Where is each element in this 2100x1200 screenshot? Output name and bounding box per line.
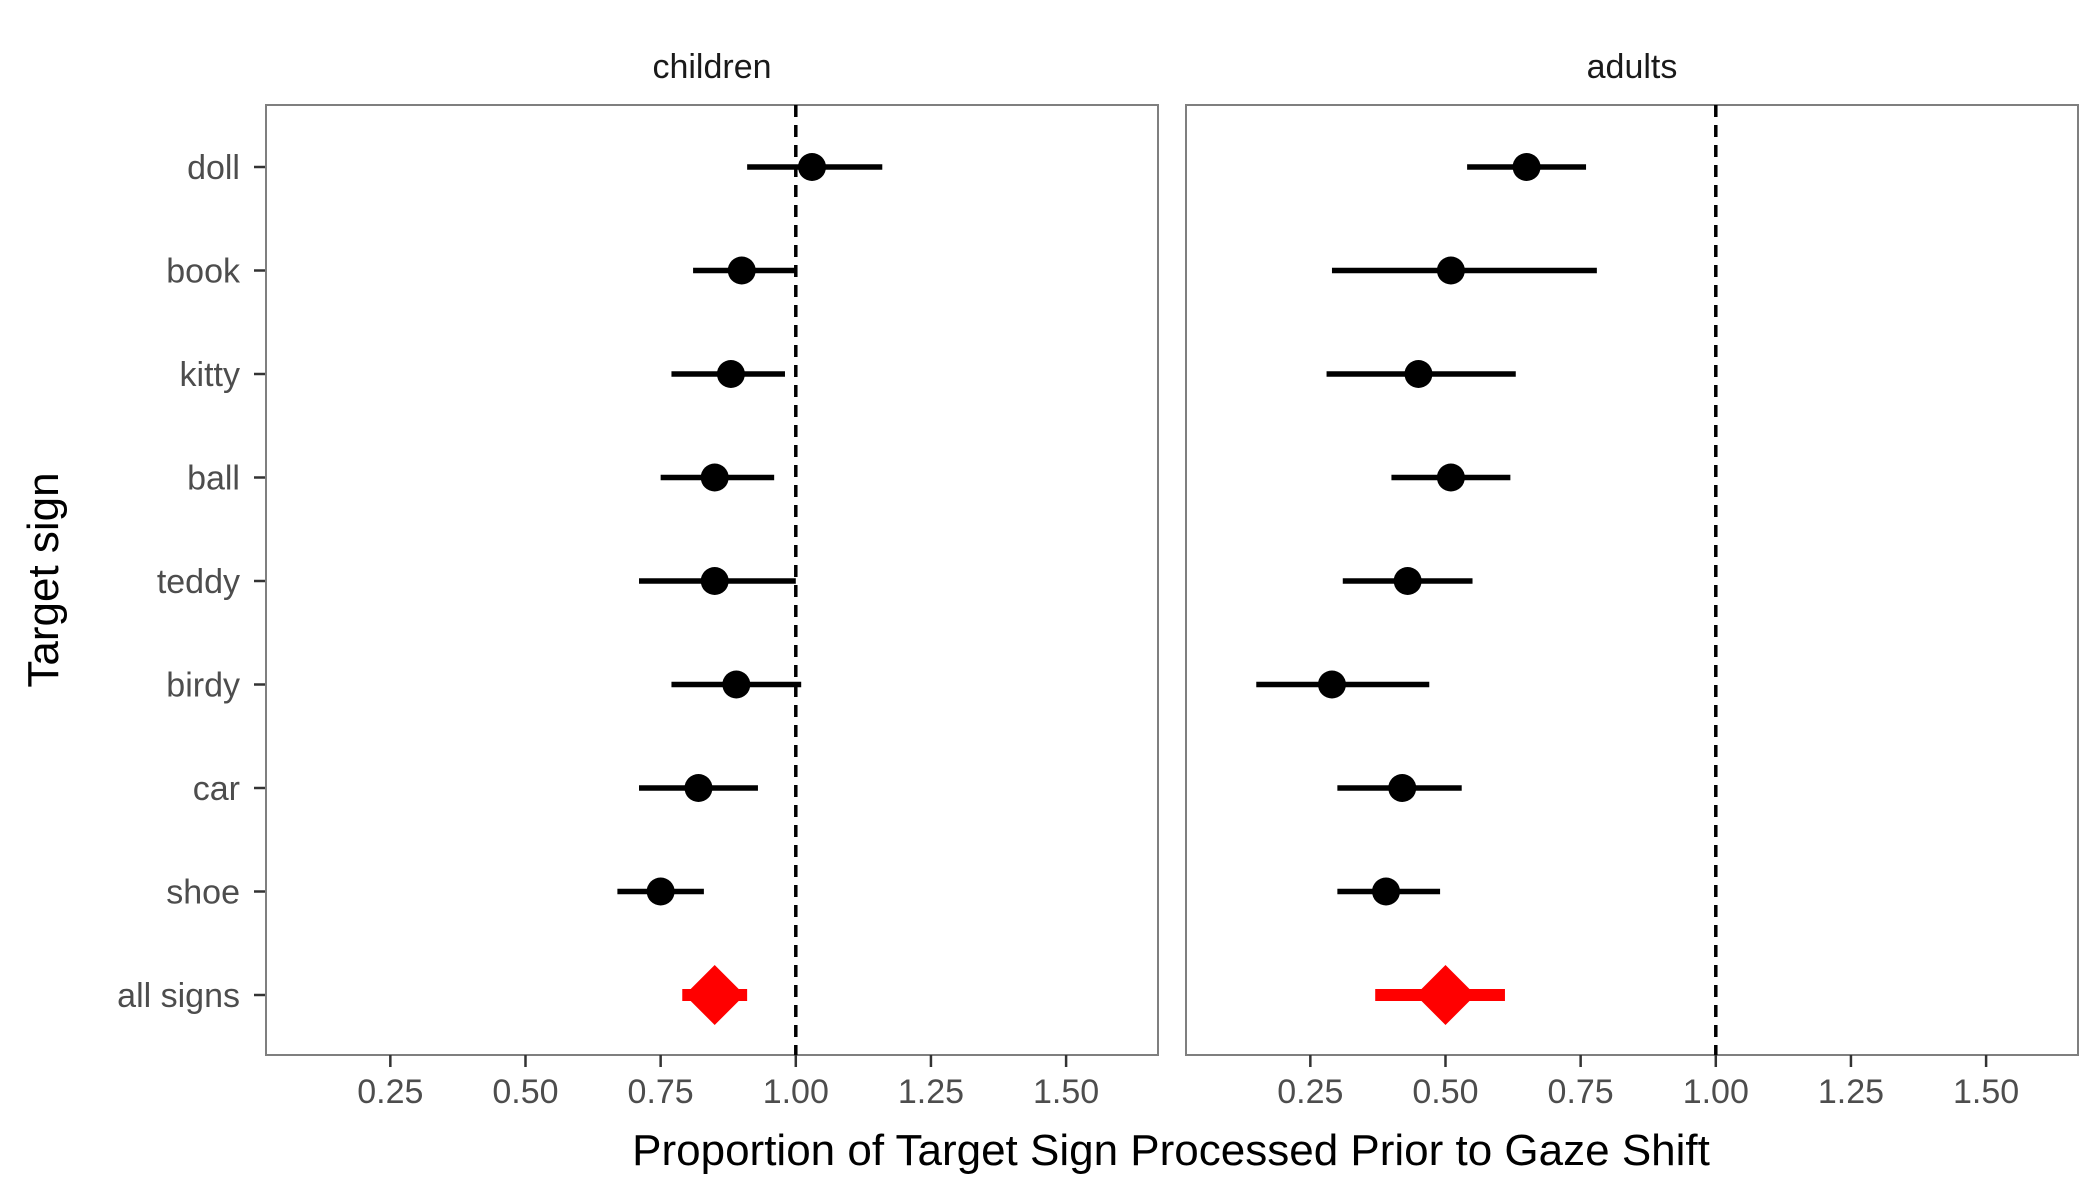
data-point	[727, 256, 756, 285]
data-point	[798, 153, 827, 181]
summary-point	[684, 965, 745, 1025]
panel-border	[265, 104, 1159, 1056]
data-point	[1393, 567, 1422, 595]
y-tick-label: book	[166, 253, 241, 291]
x-tick-label: 1.25	[1818, 1073, 1884, 1111]
x-tick-label: 0.25	[357, 1073, 423, 1111]
panel-adults: adults 0.25 0.50 0.75 1.00 1.25 1.50	[1185, 48, 2079, 1111]
x-axis-title: Proportion of Target Sign Processed Prio…	[632, 1126, 1710, 1175]
x-tick-label: 0.75	[628, 1073, 694, 1111]
data-point	[646, 877, 675, 906]
x-tick-label: 1.00	[763, 1073, 829, 1111]
x-tick-label: 1.50	[1953, 1073, 2019, 1111]
y-tick-label: teddy	[157, 563, 240, 601]
y-tick-label: all signs	[117, 977, 240, 1015]
y-tick-label: shoe	[166, 874, 240, 912]
x-tick-label: 1.50	[1033, 1073, 1099, 1111]
data-point	[1404, 360, 1433, 388]
y-tick-label: doll	[187, 149, 240, 187]
data-point	[1436, 256, 1465, 285]
y-axis: doll book kitty ball teddy birdy car shoe all si…	[117, 149, 266, 1015]
x-tick-label: 0.50	[1412, 1073, 1478, 1111]
x-tick-label: 1.25	[898, 1073, 964, 1111]
data-point	[1388, 774, 1417, 802]
data-point	[700, 567, 729, 595]
x-tick-label: 0.25	[1277, 1073, 1343, 1111]
data-point	[1436, 463, 1465, 492]
data-point	[1317, 670, 1346, 699]
y-tick-label: kitty	[180, 356, 240, 394]
x-tick-label: 0.75	[1548, 1073, 1614, 1111]
panels: children 0.25 0.50 0.75 1.00 1.25 1.50 adults 0.…	[265, 48, 2079, 1111]
y-axis-title: Target sign	[19, 472, 68, 687]
data-point	[1372, 877, 1401, 906]
data-point	[1512, 153, 1541, 181]
x-tick-label: 0.50	[492, 1073, 558, 1111]
panel-border	[1185, 104, 2079, 1056]
facet-label: adults	[1587, 48, 1678, 86]
data-point	[722, 670, 751, 699]
y-tick-label: ball	[187, 460, 240, 498]
summary-point	[1415, 965, 1476, 1025]
data-point	[700, 463, 729, 492]
x-tick-label: 1.00	[1683, 1073, 1749, 1111]
facet-label: children	[652, 48, 771, 86]
panel-children: children 0.25 0.50 0.75 1.00 1.25 1.50	[265, 48, 1159, 1111]
y-tick-label: birdy	[166, 667, 240, 705]
data-point	[716, 360, 745, 388]
data-point	[684, 774, 713, 802]
y-tick-label: car	[193, 770, 240, 808]
